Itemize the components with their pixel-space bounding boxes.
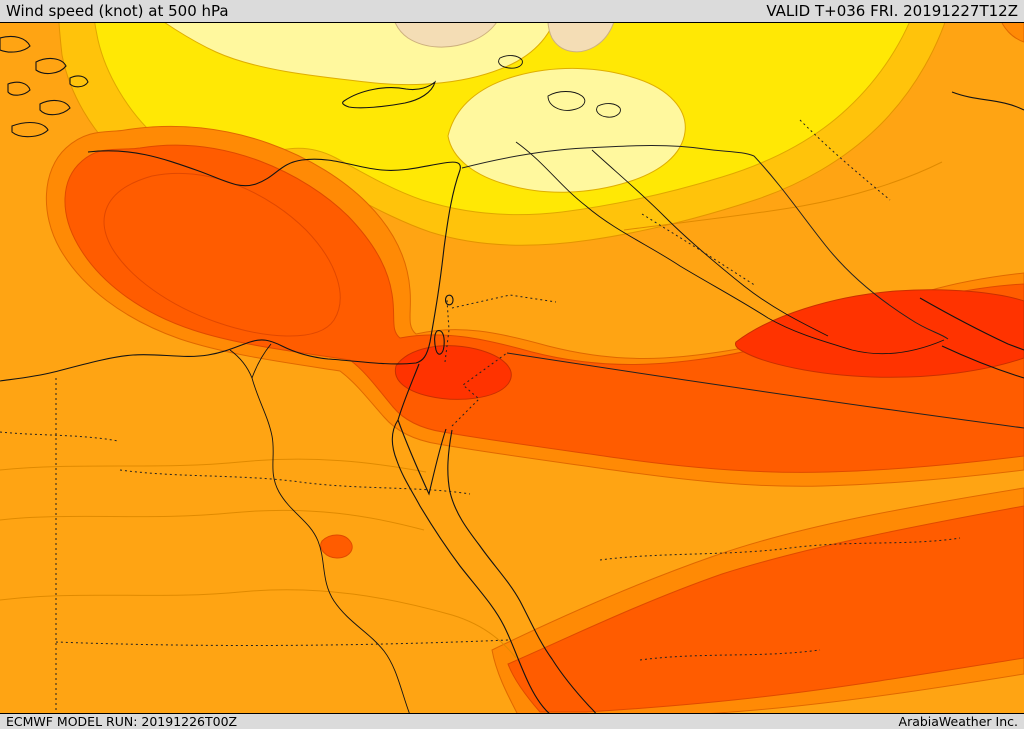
contour-band-light-yellow: [134, 0, 686, 193]
country-borders-solid: [461, 144, 1024, 429]
contour-band-red: [394, 289, 1024, 400]
country-borders-dotted: [0, 119, 961, 715]
valid-time-label: VALID T+036 FRI. 20191227T12Z: [766, 2, 1018, 20]
contour-lines: [0, 161, 943, 659]
contour-path: [394, 289, 1024, 400]
contour-path: [64, 144, 1024, 713]
map-title: Wind speed (knot) at 500 hPa: [6, 2, 229, 20]
inner-contour-ring: [103, 172, 341, 337]
footer-bar: ECMWF MODEL RUN: 20191226T00Z ArabiaWeat…: [0, 713, 1024, 729]
model-run-label: ECMWF MODEL RUN: 20191226T00Z: [6, 714, 238, 729]
credit-label: ArabiaWeather Inc.: [898, 714, 1018, 729]
header-bar: Wind speed (knot) at 500 hPa VALID T+036…: [0, 0, 1024, 23]
coastlines: [0, 35, 1024, 716]
rivers: [229, 141, 945, 716]
lakes: [498, 55, 621, 118]
contour-band-orange-red: [64, 144, 1024, 713]
contour-path: [134, 0, 686, 193]
